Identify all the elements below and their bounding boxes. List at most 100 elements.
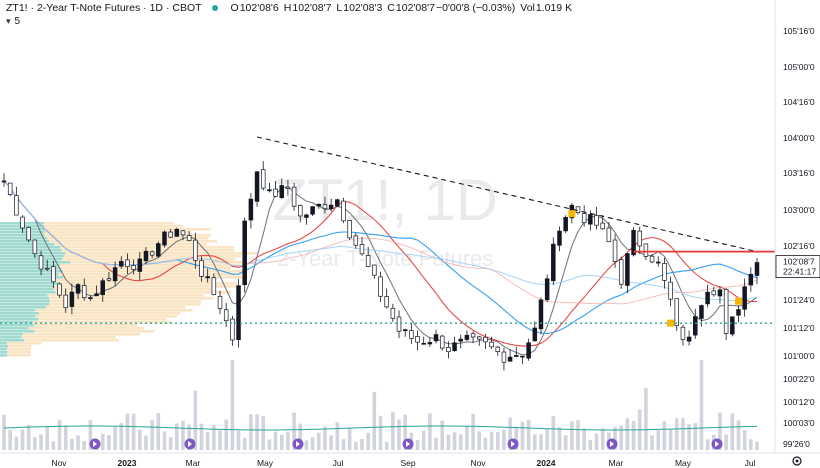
candle-body bbox=[365, 255, 371, 267]
volume-ma-line bbox=[3, 425, 758, 431]
volume-profile-bar bbox=[0, 303, 50, 306]
volume-bar bbox=[718, 412, 722, 450]
volume-value: 1.019 K bbox=[535, 2, 573, 14]
volume-bar bbox=[113, 427, 117, 450]
candle-body bbox=[174, 228, 180, 237]
candle-body bbox=[193, 239, 198, 261]
candle-body bbox=[242, 220, 247, 286]
volume-bar bbox=[150, 420, 154, 450]
candle-body bbox=[643, 243, 649, 257]
volume-profile-bar bbox=[7, 351, 31, 354]
volume-bar bbox=[329, 435, 333, 450]
volume-profile-bar bbox=[61, 249, 235, 252]
volume-bar bbox=[730, 413, 735, 450]
candle-body bbox=[396, 316, 402, 332]
volume-bar bbox=[526, 419, 531, 450]
volume-bar bbox=[162, 431, 167, 450]
candle-body bbox=[260, 169, 266, 189]
candle-body bbox=[384, 296, 389, 308]
volume-profile-bar bbox=[0, 270, 63, 273]
candle-body bbox=[742, 286, 747, 310]
candle-body bbox=[544, 278, 550, 301]
volume-bar bbox=[502, 429, 506, 450]
volume-bar bbox=[372, 391, 377, 450]
volume-bar bbox=[495, 432, 500, 450]
volume-bar bbox=[63, 425, 68, 450]
volume-bar bbox=[749, 439, 753, 450]
volume-profile-bar bbox=[55, 291, 232, 294]
candle-body bbox=[51, 266, 56, 283]
volume-profile-bar bbox=[0, 315, 36, 318]
interval-label[interactable]: 1D bbox=[149, 2, 164, 14]
volume-bar bbox=[249, 414, 253, 450]
candle-body bbox=[316, 203, 322, 207]
candle-body bbox=[230, 318, 235, 341]
candle-body bbox=[119, 260, 124, 267]
volume-bar bbox=[107, 435, 111, 450]
volume-profile-bar bbox=[0, 294, 48, 297]
open-value: 102'08'6 bbox=[239, 2, 279, 14]
volume-bar bbox=[119, 423, 124, 450]
candle-body bbox=[7, 182, 13, 195]
volume-profile-bar bbox=[0, 330, 35, 333]
volume-profile-bar bbox=[0, 300, 51, 303]
volume-bar bbox=[452, 432, 457, 450]
candle-body bbox=[600, 222, 605, 230]
volume-bar bbox=[570, 421, 574, 450]
symbol-label[interactable]: ZT1! bbox=[6, 2, 28, 14]
y-tick-label: 100'12'0 bbox=[783, 397, 815, 407]
volume-profile-bar bbox=[60, 267, 232, 270]
event-icon bbox=[292, 438, 304, 450]
volume-bar bbox=[267, 439, 272, 450]
y-tick-label: 103'00'0 bbox=[783, 205, 815, 215]
volume-profile-bar bbox=[0, 348, 7, 351]
volume-bar bbox=[137, 429, 142, 450]
volume-profile-bar bbox=[7, 354, 31, 357]
volume-bar bbox=[656, 430, 661, 450]
volume-bar bbox=[33, 437, 37, 450]
volume-bar bbox=[551, 416, 556, 450]
volume-bar bbox=[397, 419, 401, 450]
volume-bar bbox=[576, 420, 580, 450]
volume-profile-bar bbox=[0, 339, 24, 342]
pattern-marker bbox=[667, 319, 675, 327]
candle-body bbox=[310, 206, 315, 215]
volume-bar bbox=[298, 423, 303, 450]
candle-body bbox=[736, 309, 741, 316]
volume-bar bbox=[181, 420, 185, 450]
low-key: L bbox=[336, 2, 343, 14]
event-icon bbox=[402, 438, 414, 450]
y-tick-label: 102'16'0 bbox=[783, 241, 815, 251]
candle-body bbox=[662, 263, 667, 281]
candle-body bbox=[409, 330, 414, 339]
candle-body bbox=[483, 336, 488, 343]
high-key: H bbox=[283, 2, 292, 14]
change-value: −0'00'8 (−0.03%) bbox=[435, 2, 516, 14]
volume-key: Vol bbox=[520, 2, 535, 14]
volume-profile-bar bbox=[53, 285, 237, 288]
candle-body bbox=[421, 342, 426, 345]
volume-bar bbox=[465, 426, 469, 450]
volume-bar bbox=[650, 435, 654, 450]
volume-bar bbox=[360, 439, 364, 450]
volume-bar bbox=[193, 390, 198, 450]
y-tick-label: 100'03'0 bbox=[783, 418, 815, 428]
candle-body bbox=[748, 273, 754, 286]
candle-body bbox=[88, 297, 93, 299]
candle-body bbox=[341, 200, 346, 222]
volume-profile-bar bbox=[65, 252, 258, 255]
indicator-toggle[interactable]: ▾ 5 bbox=[6, 16, 20, 27]
volume-bar bbox=[662, 421, 667, 450]
market-status-dot bbox=[211, 5, 218, 11]
candle-body bbox=[32, 239, 38, 255]
candle-body bbox=[81, 285, 87, 299]
volume-bar bbox=[434, 437, 438, 450]
x-tick-label: May bbox=[675, 458, 692, 468]
volume-profile-bar bbox=[58, 273, 242, 276]
candle-body bbox=[637, 230, 642, 247]
volume-profile-bar bbox=[0, 345, 9, 348]
volume-bar bbox=[539, 434, 543, 450]
volume-profile-bar bbox=[62, 270, 246, 273]
volume-bar bbox=[242, 437, 247, 450]
